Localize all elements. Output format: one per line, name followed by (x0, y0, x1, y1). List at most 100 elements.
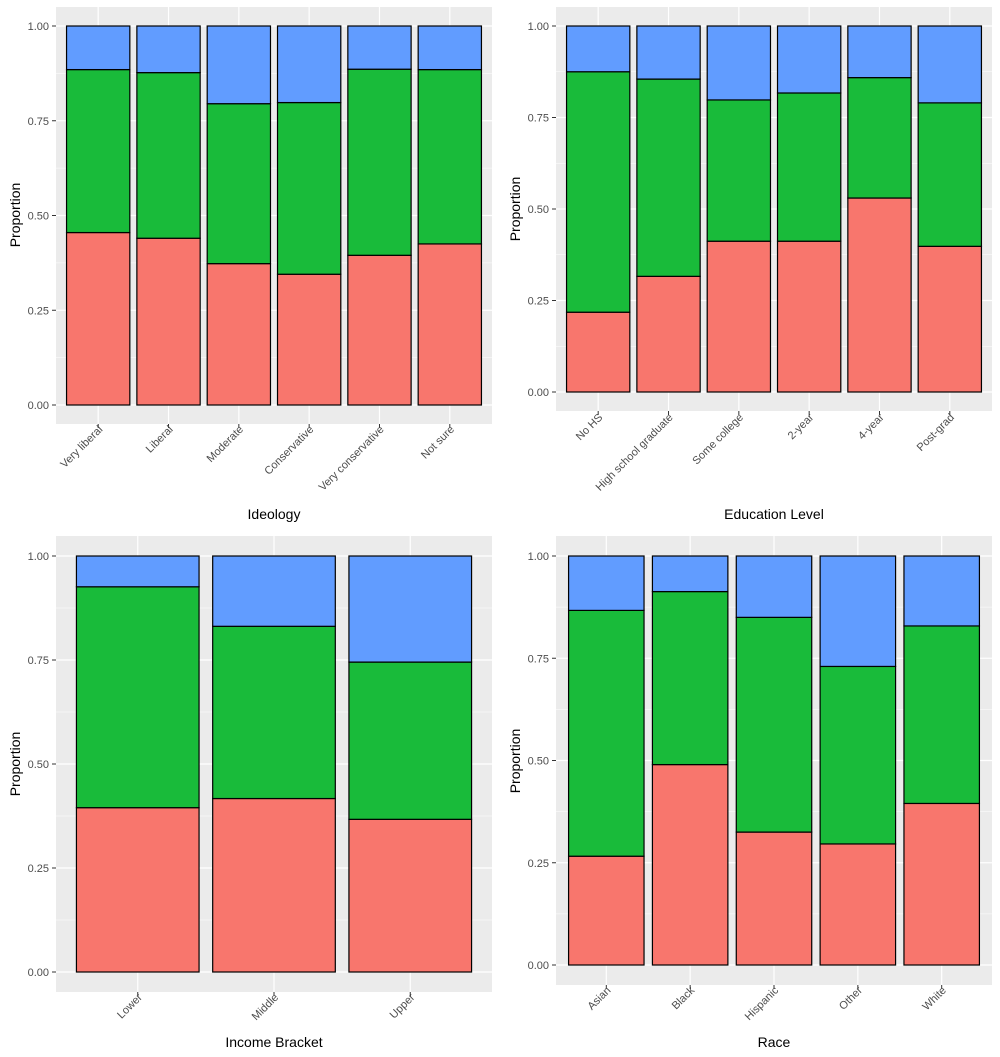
bar-segment-middle (276, 101, 342, 275)
y-tick-label: 0.75 (28, 116, 49, 128)
y-tick-label: 1.00 (28, 21, 49, 33)
bar-segment-top (565, 25, 631, 73)
bar-segment-top (847, 25, 912, 79)
x-tick-label: Moderate (205, 424, 246, 465)
race-stacked-bar-chart: 0.00 0.25 0.50 0.75 1.00 Asian Black Hispanic Ot… (507, 536, 992, 1050)
ideology-stacked-bar-chart: 0.00 0.25 0.50 0.75 1.00 Very liberal Liberal M… (7, 7, 492, 522)
x-axis-title: Ideology (248, 506, 301, 522)
bar-segment-middle (917, 102, 983, 247)
y-tick-label: 0.25 (528, 858, 549, 870)
x-tick-label: Upper (388, 991, 418, 1021)
bar-segment-middle (417, 68, 483, 245)
x-tick-label: 2-year (786, 411, 817, 442)
x-tick-label: Not sure (419, 424, 457, 462)
x-tick-label: Other (837, 984, 865, 1012)
y-tick-label: 0.25 (528, 296, 549, 308)
bar-segment-bottom (136, 237, 201, 406)
bar-segment-bottom (565, 311, 631, 393)
bar-segment-bottom (735, 831, 813, 966)
bar-segment-bottom (206, 263, 272, 406)
y-tick-label: 0.00 (28, 400, 49, 412)
x-axis-title: Income Bracket (225, 1034, 322, 1050)
y-tick-label: 0.50 (28, 211, 49, 223)
bar-segment-bottom (65, 231, 131, 406)
bar-segment-bottom (819, 843, 897, 966)
bar-segment-top (917, 25, 983, 104)
y-tick-label: 0.75 (28, 655, 49, 667)
bar-segment-bottom (75, 807, 200, 973)
bar-segment-middle (636, 78, 701, 277)
y-tick-label: 0.25 (28, 305, 49, 317)
bar-segment-bottom (651, 763, 729, 966)
bar-segment-top (706, 25, 772, 101)
bar-segment-bottom (847, 197, 912, 393)
x-tick-label: Black (670, 984, 698, 1012)
bar-segment-top (347, 25, 412, 70)
bar-segment-top (65, 25, 131, 71)
education-chart-panel: 0.00 0.25 0.50 0.75 1.00 No HS High school gra… (500, 0, 1000, 528)
bar-segment-bottom (348, 818, 473, 973)
y-tick-label: 0.50 (528, 204, 549, 216)
x-tick-label: 4-year (856, 411, 887, 442)
y-tick-label: 0.50 (528, 756, 549, 768)
y-tick-label: 0.25 (28, 863, 49, 875)
x-tick-label: Some college (690, 412, 746, 468)
x-tick-label: Very conservative (317, 424, 387, 494)
x-tick-label: No HS (574, 412, 605, 443)
bar-segment-bottom (347, 254, 412, 406)
y-axis-title: Proportion (7, 732, 23, 797)
bar-segment-top (651, 555, 729, 593)
x-tick-label: High school graduate (594, 412, 676, 494)
bar-segment-middle (651, 590, 729, 766)
bar-segment-bottom (903, 802, 981, 966)
bar-segment-top (75, 555, 200, 588)
y-tick-label: 1.00 (528, 551, 549, 563)
bar-segment-top (348, 555, 473, 663)
bar-segment-middle (565, 71, 631, 313)
bar-segment-middle (735, 616, 813, 833)
bar-segment-top (136, 25, 201, 74)
bar-segment-top (819, 555, 897, 668)
bar-segment-middle (567, 609, 645, 857)
bar-segment-top (567, 555, 645, 611)
bar-segment-bottom (417, 243, 483, 406)
bar-segment-middle (206, 103, 272, 265)
x-axis-title: Race (758, 1034, 791, 1050)
bar-segment-middle (212, 625, 336, 800)
bar-segment-top (903, 555, 981, 627)
bar-segment-middle (136, 72, 201, 239)
bar-segment-middle (776, 92, 842, 242)
x-tick-label: Liberal (144, 424, 176, 456)
y-tick-label: 1.00 (28, 551, 49, 563)
bar-segment-bottom (636, 275, 701, 393)
y-axis-title: Proportion (507, 729, 523, 794)
bar-segment-bottom (917, 245, 983, 393)
bar-segment-middle (347, 68, 412, 256)
bar-segment-top (417, 25, 483, 71)
bar-segment-bottom (212, 797, 336, 973)
x-tick-label: Asian (585, 985, 613, 1013)
bar-segment-bottom (567, 855, 645, 966)
x-tick-label: Lower (115, 991, 145, 1021)
bar-segment-middle (706, 99, 772, 242)
y-tick-label: 0.50 (28, 759, 49, 771)
y-tick-label: 0.00 (528, 387, 549, 399)
bar-segment-middle (903, 625, 981, 805)
y-tick-label: 0.00 (528, 960, 549, 972)
bar-segment-top (776, 25, 842, 94)
income-chart-panel: 0.00 0.25 0.50 0.75 1.00 Lower Middle Upper Inco… (0, 528, 500, 1057)
bar-segment-top (212, 555, 336, 627)
bar-segment-middle (348, 661, 473, 820)
bar-segment-bottom (776, 240, 842, 393)
x-tick-label: Hispanic (743, 984, 782, 1023)
y-axis-title: Proportion (7, 183, 23, 248)
race-chart-panel: 0.00 0.25 0.50 0.75 1.00 Asian Black Hispanic Ot… (500, 528, 1000, 1057)
bar-segment-top (276, 25, 342, 104)
y-tick-label: 0.75 (528, 113, 549, 125)
bar-segment-top (206, 25, 272, 105)
bar-segment-middle (819, 665, 897, 845)
x-tick-label: Middle (250, 992, 281, 1023)
bar-segment-middle (65, 68, 131, 234)
y-tick-label: 0.75 (528, 653, 549, 665)
